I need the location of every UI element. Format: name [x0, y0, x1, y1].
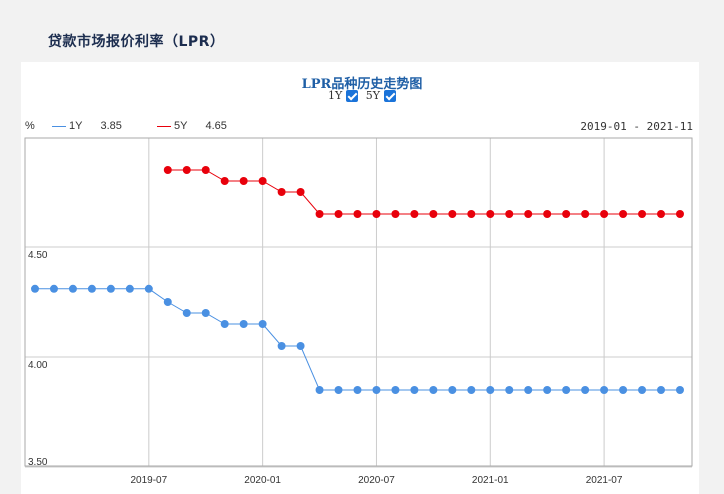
data-point-1y — [296, 342, 305, 350]
y-tick-label: 4.00 — [28, 360, 48, 371]
data-point-5y — [524, 210, 533, 218]
data-point-1y — [68, 284, 77, 293]
data-point-5y — [391, 210, 400, 218]
data-point-5y — [543, 210, 552, 218]
data-point-1y — [657, 386, 666, 394]
date-range-label: 2019-01 - 2021-11 — [580, 120, 693, 133]
data-point-5y — [239, 177, 248, 185]
x-tick-label: 2021-01 — [472, 475, 509, 486]
data-point-5y — [581, 210, 590, 218]
toggle-1y[interactable]: 1Y — [327, 89, 359, 103]
series-toggles: 1Y 5Y — [0, 89, 724, 103]
data-point-5y — [296, 188, 305, 196]
data-point-5y — [163, 166, 172, 174]
data-point-1y — [87, 284, 96, 293]
data-point-1y — [163, 298, 172, 306]
data-point-1y — [562, 386, 571, 394]
data-point-1y — [49, 284, 58, 293]
legend-5y-name: 5Y — [174, 120, 188, 132]
data-point-5y — [619, 210, 628, 218]
chart-panel — [21, 62, 699, 494]
toggle-5y-label: 5Y — [365, 89, 381, 102]
page-heading: 贷款市场报价利率（LPR） — [48, 34, 225, 50]
data-point-1y — [220, 320, 229, 328]
data-point-5y — [675, 210, 684, 218]
data-point-1y — [675, 386, 684, 394]
data-point-1y — [258, 320, 267, 328]
legend-1y: 1Y 3.85 — [52, 120, 122, 132]
data-point-5y — [182, 166, 191, 174]
legend-5y-value: 4.65 — [205, 120, 227, 132]
data-point-5y — [220, 177, 229, 185]
data-point-1y — [334, 386, 343, 394]
data-point-1y — [391, 386, 400, 394]
data-point-1y — [315, 386, 324, 394]
data-point-1y — [277, 342, 286, 350]
data-point-5y — [315, 210, 324, 218]
x-tick-label: 2020-01 — [244, 475, 281, 486]
series-line-1y — [35, 288, 680, 391]
toggle-1y-checkbox[interactable] — [346, 90, 359, 102]
data-point-1y — [638, 386, 647, 394]
data-point-1y — [201, 309, 210, 317]
legend-1y-swatch — [52, 125, 66, 127]
data-point-5y — [353, 210, 362, 218]
data-point-1y — [619, 386, 628, 394]
data-point-5y — [410, 210, 419, 218]
data-point-5y — [505, 210, 514, 218]
data-point-1y — [486, 386, 495, 394]
data-point-1y — [182, 309, 191, 317]
data-point-1y — [372, 386, 381, 394]
data-point-1y — [581, 386, 590, 394]
data-point-1y — [524, 386, 533, 394]
chart-title: LPR品种历史走势图 — [301, 77, 423, 92]
data-point-1y — [106, 284, 115, 293]
data-point-5y — [562, 210, 571, 218]
data-point-5y — [334, 210, 343, 218]
legend-5y: 5Y 4.65 — [157, 120, 227, 132]
data-point-1y — [144, 284, 153, 293]
data-point-1y — [543, 386, 552, 394]
data-point-1y — [467, 386, 476, 394]
y-tick-label: 4.50 — [28, 250, 48, 261]
data-point-5y — [486, 210, 495, 218]
data-point-5y — [277, 188, 286, 196]
y-unit-label: % — [25, 120, 35, 132]
data-point-5y — [467, 210, 476, 218]
data-point-5y — [638, 210, 647, 218]
series-line-5y — [167, 169, 680, 215]
data-point-1y — [410, 386, 419, 394]
data-point-1y — [448, 386, 457, 394]
toggle-5y-checkbox[interactable] — [384, 90, 397, 102]
x-tick-label: 2020-07 — [358, 475, 395, 486]
data-point-1y — [429, 386, 438, 394]
data-point-5y — [429, 210, 438, 218]
data-point-5y — [372, 210, 381, 218]
data-point-1y — [353, 386, 362, 394]
data-point-1y — [125, 284, 134, 293]
data-point-1y — [600, 386, 609, 394]
data-point-5y — [448, 210, 457, 218]
toggle-1y-label: 1Y — [327, 89, 343, 102]
legend-1y-name: 1Y — [69, 120, 83, 132]
toggle-5y[interactable]: 5Y — [365, 89, 397, 103]
legend-1y-value: 3.85 — [100, 120, 122, 132]
x-tick-label: 2019-07 — [130, 475, 167, 486]
data-point-1y — [239, 320, 248, 328]
plot-area-border — [24, 137, 693, 467]
x-tick-label: 2021-07 — [586, 475, 623, 486]
legend-5y-swatch — [157, 125, 171, 127]
data-point-5y — [201, 166, 210, 174]
data-point-5y — [600, 210, 609, 218]
data-point-1y — [505, 386, 514, 394]
data-point-5y — [657, 210, 666, 218]
data-point-1y — [31, 284, 39, 293]
data-point-5y — [258, 177, 267, 185]
y-tick-label: 3.50 — [28, 457, 48, 468]
